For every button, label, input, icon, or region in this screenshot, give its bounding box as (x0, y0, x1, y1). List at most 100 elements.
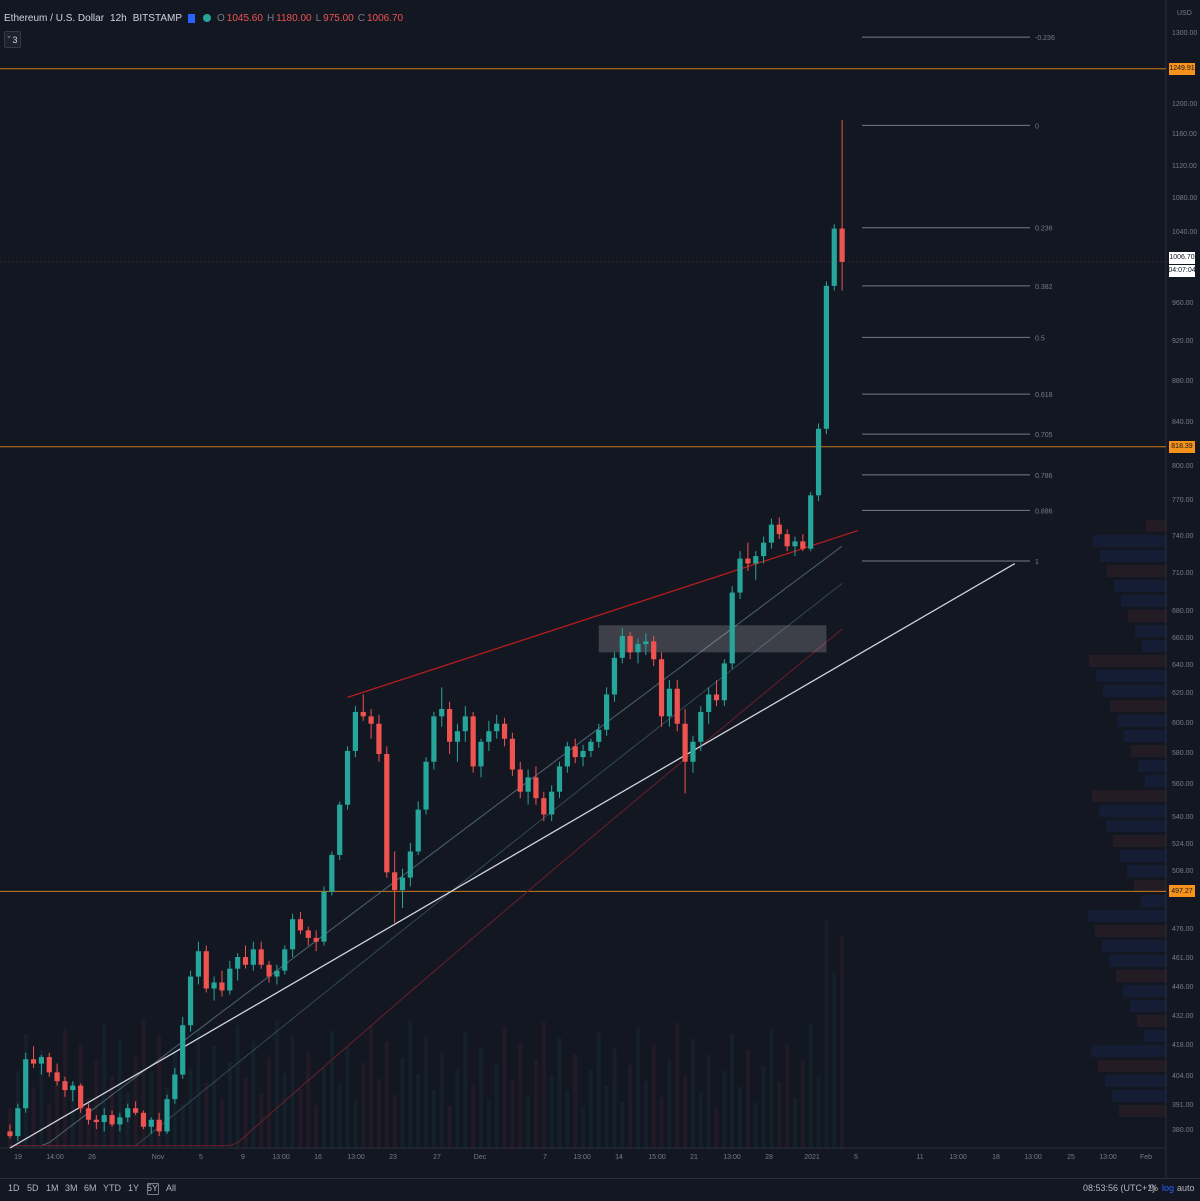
level-price-label: 497.27 (1169, 885, 1195, 898)
volume-bar (573, 1054, 578, 1148)
volume-bar (549, 1075, 554, 1148)
price-tick-label: 660.00 (1172, 634, 1194, 642)
volume-bar (471, 1085, 476, 1148)
volume-profile-bar (1121, 595, 1166, 607)
candle-body (227, 968, 233, 991)
ohlc-low: L 975.00 (315, 12, 354, 24)
candle-body (509, 738, 515, 770)
clock-display[interactable]: 08:53:56 (UTC+1) (1083, 1183, 1156, 1193)
indicators-toggle-button[interactable]: ˇ 3 (4, 31, 21, 48)
candle-body (706, 694, 712, 712)
candle-body (85, 1108, 92, 1120)
volume-bar (510, 1080, 515, 1148)
time-tick-label: 13:00 (347, 1154, 365, 1161)
candle-body (431, 716, 437, 762)
volume-bar (31, 1087, 36, 1148)
volume-bar (683, 1076, 688, 1148)
candle-body (258, 949, 264, 965)
timeframe-button-1m[interactable]: 1M (46, 1183, 59, 1193)
price-tick-label: 740.00 (1172, 532, 1194, 540)
volume-profile-bar (1141, 895, 1166, 907)
price-tick-label: 1080.00 (1172, 195, 1198, 203)
time-tick-label: Nov (151, 1154, 165, 1161)
volume-bar (329, 1031, 334, 1148)
time-tick-label: 14 (615, 1154, 623, 1161)
candle-body (38, 1057, 44, 1064)
time-tick-label: 15:00 (648, 1154, 666, 1161)
candle-body (266, 964, 272, 977)
candle-body (337, 804, 343, 855)
volume-bar (675, 1023, 680, 1148)
candle-body (776, 524, 782, 535)
resistance-trendline (347, 529, 859, 698)
volume-profile-bar (1131, 745, 1166, 757)
volume-bar (259, 1094, 264, 1148)
volume-bar (745, 1050, 750, 1148)
time-tick-label: 11 (916, 1154, 924, 1161)
volume-profile-bar (1093, 535, 1166, 547)
candle-body (627, 635, 633, 653)
price-tick-label: 710.00 (1172, 569, 1194, 577)
price-tick-label: 540.00 (1172, 813, 1194, 821)
timeframe-button-1d[interactable]: 1D (8, 1183, 20, 1193)
volume-bar (117, 1040, 122, 1148)
candle-body (525, 777, 531, 792)
auto-toggle[interactable]: auto (1177, 1183, 1195, 1193)
candle-body (454, 731, 461, 742)
volume-bar (431, 1090, 436, 1148)
timeframe-button-all[interactable]: All (166, 1183, 177, 1193)
candle-body (250, 949, 256, 965)
log-toggle[interactable]: log (1162, 1183, 1175, 1193)
price-tick-label: 960.00 (1172, 300, 1194, 308)
volume-bar (251, 1041, 256, 1148)
volume-bar (314, 1105, 319, 1148)
time-tick-label: 28 (765, 1154, 773, 1161)
candle-body (666, 688, 672, 717)
volume-bar (39, 1050, 44, 1148)
candle-body (580, 750, 586, 758)
level-price-label: 818.39 (1169, 440, 1195, 453)
time-tick-label: 21 (690, 1154, 698, 1161)
percent-toggle[interactable]: % (1150, 1183, 1159, 1193)
timeframe-button-6m[interactable]: 6M (84, 1183, 97, 1193)
candle-body (588, 741, 594, 751)
symbol-name[interactable]: Ethereum / U.S. Dollar (4, 12, 105, 24)
fib-level-label: -0.236 (1035, 35, 1055, 42)
candle-body (423, 761, 429, 810)
volume-bar (706, 1055, 711, 1148)
volume-profile-bar (1146, 520, 1166, 532)
symbol-interval[interactable]: 12h (110, 12, 127, 24)
volume-bar (612, 1049, 617, 1148)
ohlc-high: H 1180.00 (266, 12, 312, 24)
fib-level-label: 0.786 (1035, 473, 1053, 480)
candle-body (156, 1119, 162, 1132)
timeframe-button-3m[interactable]: 3M (65, 1183, 78, 1193)
volume-profile-bar (1144, 1030, 1166, 1042)
volume-profile-bar (1124, 730, 1166, 742)
candle-body (15, 1108, 21, 1137)
candle-body (344, 750, 351, 805)
fib-level-label: 1 (1035, 559, 1039, 566)
time-tick-label: 13:00 (272, 1154, 290, 1161)
timeframe-button-1y[interactable]: 1Y (128, 1183, 140, 1193)
volume-bar (800, 1061, 805, 1148)
volume-bar (282, 1073, 287, 1148)
volume-bar (690, 1039, 695, 1148)
flag-icon[interactable] (188, 13, 195, 23)
time-tick-label: 18 (992, 1154, 1000, 1161)
volume-bar (479, 1048, 483, 1148)
volume-profile-bar (1098, 1060, 1166, 1072)
volume-bar (761, 1066, 766, 1148)
candle-body (517, 769, 523, 792)
volume-bar (824, 920, 829, 1148)
time-tick-label: 7 (543, 1154, 547, 1161)
timeframe-button-5d[interactable]: 5D (27, 1183, 39, 1193)
timeframe-button-5y[interactable]: 5Y (147, 1183, 159, 1193)
time-tick-label: 25 (1067, 1154, 1075, 1161)
calendar-icon[interactable] (147, 1183, 159, 1195)
volume-profile-bar (1109, 955, 1166, 967)
timeframe-button-ytd[interactable]: YTD (103, 1183, 121, 1193)
candle-body (800, 541, 806, 549)
volume-bar (832, 973, 837, 1148)
